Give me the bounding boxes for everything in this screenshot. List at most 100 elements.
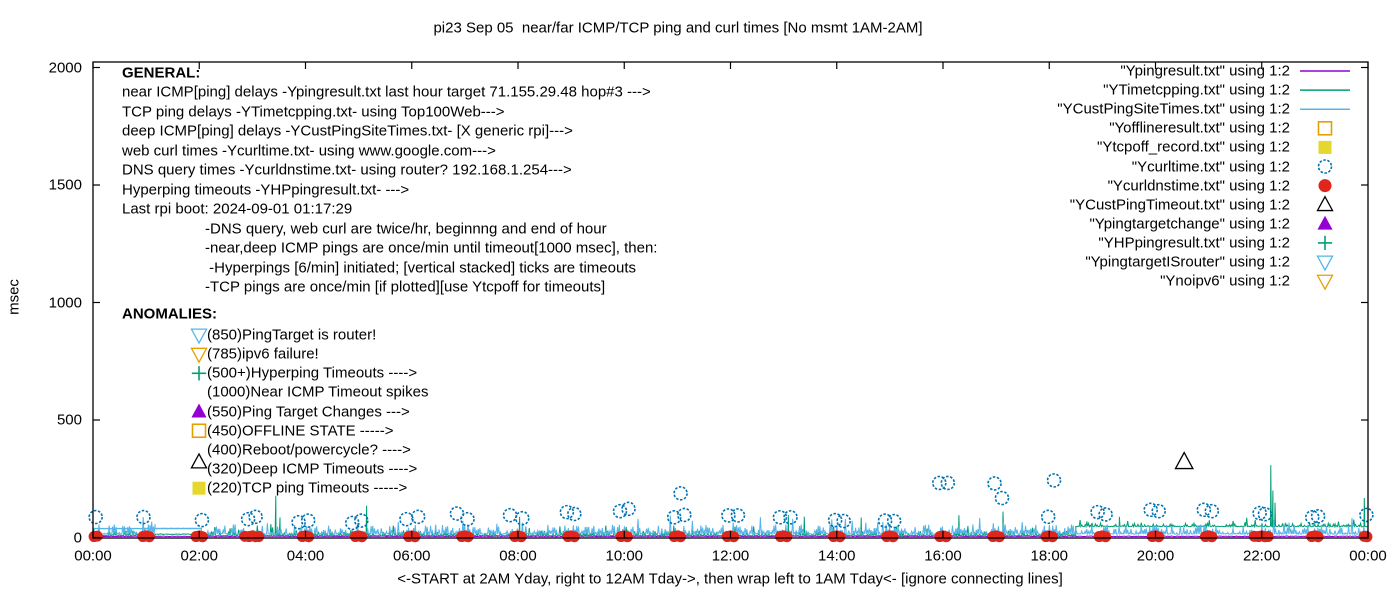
ycurltime-point: [1046, 473, 1062, 488]
ycurltime-point: [88, 509, 103, 525]
ycurltime-point: [300, 513, 316, 528]
x-tick-label: 04:00: [286, 547, 325, 565]
ycurltime-point: [399, 511, 414, 527]
ycustpingtimeout-point: [1174, 451, 1194, 470]
legend-entry-label: "YpingtargetISrouter" using 1:2: [1085, 253, 1290, 271]
legend-entry-label: "Ycurltime.txt" using 1:2: [1131, 158, 1290, 175]
ycurltime-point: [940, 475, 956, 491]
ycurltime-point: [673, 486, 688, 501]
ycurltime-point: [1310, 509, 1326, 524]
ycurldnstime-point: [1262, 531, 1274, 543]
legend-sample-marker: [1318, 179, 1332, 193]
general-line: Hyperping timeouts -YHPpingresult.txt- -…: [122, 181, 410, 198]
anomaly-label: (1000)Near ICMP Timeout spikes: [207, 383, 429, 401]
anomaly-label: (500+)Hyperping Timeouts ---->: [207, 364, 418, 382]
legend-entry-label: "Ytcpoff_record.txt" using 1:2: [1097, 138, 1290, 156]
ycurltime-point: [410, 509, 426, 525]
anomaly-marker: [190, 328, 208, 345]
ycurldnstime-point: [1361, 531, 1373, 543]
general-line: TCP ping delays -YTimetcpping.txt- using…: [122, 103, 505, 120]
general-indented-line: -DNS query, web curl are twice/hr, begin…: [205, 220, 607, 237]
ycurldnstime-point: [303, 531, 315, 543]
general-indented-line: -near,deep ICMP pings are once/min until…: [205, 239, 658, 257]
ycurldnstime-point: [834, 531, 846, 543]
legend-sample-marker: [1318, 140, 1332, 154]
legend-sample-marker: [1316, 255, 1334, 272]
ycurldnstime-point: [675, 531, 687, 543]
x-tick-label: 12:00: [711, 547, 750, 565]
ycurldnstime-point: [515, 531, 527, 543]
ycurltime-point: [1359, 507, 1374, 523]
ycurldnstime-point: [993, 531, 1005, 543]
anomaly-label: (550)Ping Target Changes --->: [207, 403, 410, 421]
ycurltime-point: [559, 504, 575, 520]
x-tick-label: 22:00: [1242, 547, 1281, 565]
ycurltime-point: [676, 507, 692, 523]
ycurltime-point: [730, 508, 746, 523]
ycurldnstime-point: [91, 530, 103, 542]
anomaly-marker: [191, 423, 207, 439]
ycurltime-point: [240, 511, 256, 527]
legend-sample-marker: [1316, 274, 1334, 291]
ycurldnstime-point: [462, 531, 474, 543]
ycurltime-point: [836, 513, 851, 529]
general-indented-line: -Hyperpings [6/min] initiated; [vertical…: [205, 259, 637, 276]
ycurldnstime-point: [1100, 531, 1112, 543]
ycurldnstime-point: [781, 531, 793, 543]
ycurldnstime-point: [728, 531, 740, 543]
ycurltime-point: [502, 507, 518, 523]
anomaly-marker: [190, 452, 208, 469]
ycurldnstime-point: [356, 531, 368, 543]
ycurltime-point: [987, 476, 1002, 491]
anomaly-label: (785)ipv6 failure!: [207, 345, 319, 363]
ycurltime-point: [621, 501, 636, 517]
ycurltime-point: [1304, 509, 1320, 525]
ycurldnstime-point: [887, 531, 899, 543]
ycurldnstime-point: [1312, 531, 1324, 543]
ycurltime-point: [666, 509, 682, 525]
general-line: deep ICMP[ping] delays -YCustPingSiteTim…: [122, 122, 573, 140]
ycurltime-point: [514, 510, 530, 526]
ycurltime-point: [1252, 505, 1267, 521]
x-tick-label: 10:00: [605, 547, 644, 565]
anomaly-marker: [190, 347, 208, 364]
ycurldnstime-point: [1153, 531, 1165, 543]
ycurltime-point: [1098, 507, 1113, 522]
x-tick-label: 02:00: [180, 547, 219, 565]
y-axis-label: msec: [5, 279, 23, 315]
ycurltime-point: [886, 513, 902, 529]
x-tick-label: 20:00: [1136, 547, 1175, 565]
ycurltime-point: [931, 475, 947, 491]
ycurldnstime-point: [940, 531, 952, 543]
x-tick-label: 18:00: [1030, 547, 1069, 565]
ycurldnstime-point: [621, 531, 633, 543]
ycurldnstime-point: [409, 531, 421, 543]
ycurltime-point: [1040, 509, 1056, 525]
x-tick-label: 08:00: [499, 547, 537, 565]
x-tick-label: 00:00: [1349, 547, 1387, 565]
ycurltime-point: [772, 509, 788, 525]
anomalies-heading: ANOMALIES:: [122, 305, 217, 323]
general-line: DNS query times -Ycurldnstime.txt- using…: [122, 161, 572, 179]
ycurltime-point: [1151, 503, 1166, 519]
ycurldnstime-point: [1046, 531, 1058, 543]
legend-entry-label: "Ypingtargetchange" using 1:2: [1089, 215, 1290, 233]
x-tick-label: 16:00: [924, 547, 962, 565]
general-indented-line: -TCP pings are once/min [if plotted][use…: [205, 278, 606, 296]
ycurldnstime-point: [143, 531, 155, 543]
general-line: web curl times -Ycurltime.txt- using www…: [122, 142, 496, 159]
legend-sample-marker: [1316, 195, 1334, 212]
legend-entry-label: "YHPpingresult.txt" using 1:2: [1098, 234, 1290, 252]
legend-entry-label: "Ycurldnstime.txt" using 1:2: [1107, 177, 1290, 195]
y-tick-label: 1000: [48, 294, 82, 311]
anomaly-label: (320)Deep ICMP Timeouts ---->: [207, 460, 418, 478]
anomaly-label: (850)PingTarget is router!: [207, 326, 377, 344]
y-tick-label: 1500: [48, 176, 82, 194]
ycurltime-point: [612, 503, 628, 519]
ycurltime-point: [783, 509, 798, 525]
general-line: near ICMP[ping] delays -Ypingresult.txt …: [122, 83, 651, 101]
general-line: Last rpi boot: 2024-09-01 01:17:29: [122, 200, 353, 218]
ycurldnstime-point: [196, 531, 208, 543]
ycurldnstime-point: [239, 530, 251, 542]
